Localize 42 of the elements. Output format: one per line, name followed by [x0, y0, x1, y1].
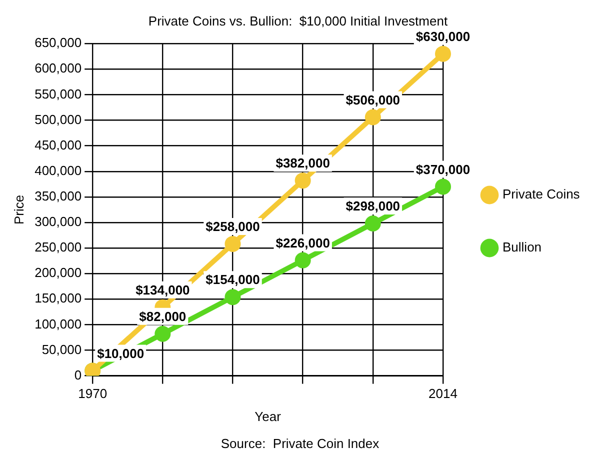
- y-tick-label: 100,000: [34, 316, 82, 332]
- legend-label: Bullion: [502, 240, 542, 255]
- point: [294, 172, 311, 189]
- data-label: $226,000: [276, 235, 330, 250]
- x-tick-label: 1970: [78, 386, 108, 402]
- y-tick-label: 650,000: [34, 35, 82, 50]
- data-label: $630,000: [416, 28, 470, 44]
- data-label: $258,000: [206, 219, 260, 234]
- y-tick-label: 450,000: [34, 137, 82, 152]
- y-tick-label: 250,000: [34, 240, 82, 255]
- y-axis-title: Price: [11, 194, 26, 225]
- data-label: $382,000: [276, 156, 330, 171]
- y-tick-label: 0: [74, 367, 82, 382]
- point: [364, 109, 381, 126]
- x-tick-label: 2014: [428, 386, 458, 402]
- y-tick-label: 550,000: [34, 86, 82, 102]
- y-tick-label: 150,000: [34, 290, 82, 306]
- y-tick-label: 300,000: [34, 214, 82, 230]
- point: [224, 289, 241, 306]
- y-tick-label: 600,000: [34, 60, 82, 76]
- y-tick-label: 350,000: [34, 188, 82, 204]
- data-label: $82,000: [139, 308, 186, 324]
- y-tick-label: 500,000: [34, 112, 82, 127]
- source-note: Source: Private Coin Index: [220, 436, 380, 452]
- data-label: $506,000: [346, 92, 400, 108]
- point: [364, 216, 381, 232]
- y-tick-label: 50,000: [42, 342, 82, 357]
- data-label: $298,000: [346, 198, 400, 214]
- point: [154, 326, 171, 342]
- data-label: $154,000: [206, 272, 260, 288]
- y-tick-label: 200,000: [34, 265, 82, 280]
- data-label: $134,000: [136, 282, 190, 298]
- x-axis-title: Year: [254, 408, 282, 424]
- legend-label: Private Coins: [502, 186, 580, 202]
- y-tick-label: 400,000: [34, 162, 82, 178]
- point: [224, 236, 241, 252]
- point: [435, 46, 451, 62]
- point: [435, 178, 451, 195]
- data-label: $10,000: [97, 346, 144, 361]
- data-label: $370,000: [416, 162, 470, 177]
- point: [294, 252, 311, 268]
- chart-title: Private Coins vs. Bullion: $10,000 Initial Investment: [148, 13, 448, 28]
